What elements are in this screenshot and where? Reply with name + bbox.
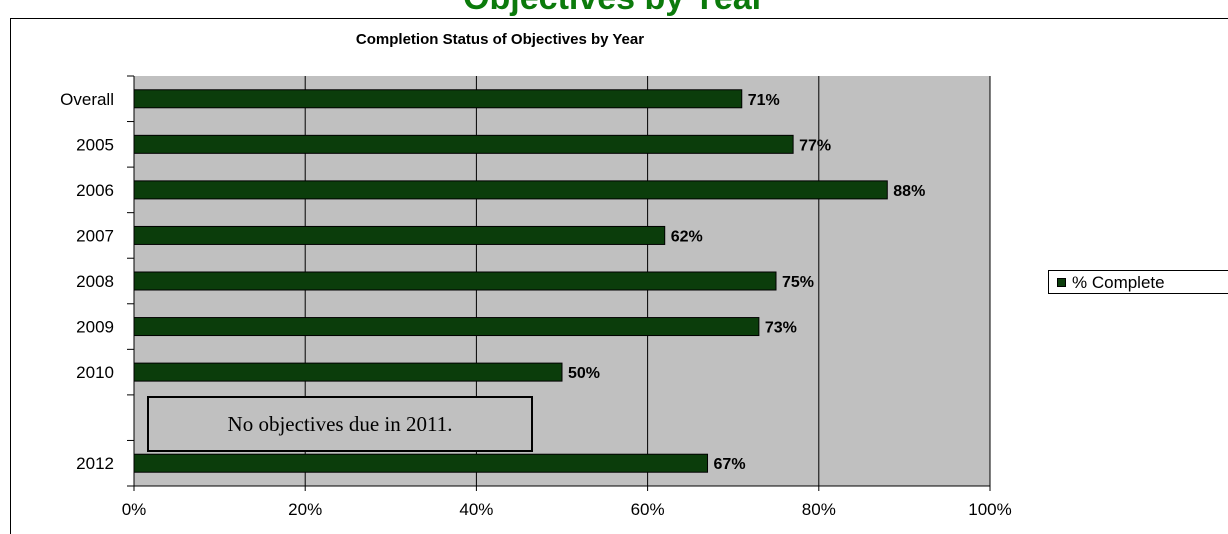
bar: [133, 317, 760, 337]
data-label: 67%: [714, 456, 746, 473]
annotation-text: No objectives due in 2011.: [227, 412, 453, 436]
category-label: 2006: [76, 181, 114, 200]
x-tick-label: 60%: [631, 500, 665, 519]
category-label: 2008: [76, 272, 114, 291]
category-label: 2010: [76, 363, 114, 382]
bar: [133, 89, 743, 109]
data-label: 75%: [782, 274, 814, 291]
bar: [133, 453, 709, 473]
legend-swatch: [1057, 278, 1066, 287]
category-label: 2007: [76, 226, 114, 245]
category-label: 2012: [76, 454, 114, 473]
data-label: 50%: [568, 365, 600, 382]
bar: [133, 362, 563, 382]
bar: [133, 180, 888, 200]
data-label: 77%: [799, 137, 831, 154]
plot-area: 0% 20% 40% 60% 80% 100% 71% Overall 77% 2005 88% 20…: [60, 75, 1012, 519]
category-label: Overall: [60, 90, 114, 109]
data-label: 71%: [748, 92, 780, 109]
data-label: 88%: [893, 183, 925, 200]
category-label: 2005: [76, 135, 114, 154]
cropped-header-text: Objectives by Year: [0, 0, 1228, 16]
chart-title: Completion Status of Objectives by Year: [355, 31, 645, 48]
x-tick-label: 0%: [122, 500, 147, 519]
x-tick-label: 20%: [288, 500, 322, 519]
bar: [133, 225, 666, 245]
legend: % Complete: [1048, 270, 1228, 294]
category-label: 2009: [76, 318, 114, 337]
data-label: 62%: [671, 228, 703, 245]
legend-label: % Complete: [1072, 273, 1165, 292]
data-label: 73%: [765, 320, 797, 337]
bar: [133, 271, 777, 291]
x-tick-label: 40%: [459, 500, 493, 519]
x-tick-label: 80%: [802, 500, 836, 519]
annotation-box: No objectives due in 2011.: [147, 396, 533, 452]
x-tick-label: 100%: [968, 500, 1011, 519]
cropped-header: Objectives by Year: [0, 0, 1228, 18]
bar: [133, 134, 794, 154]
